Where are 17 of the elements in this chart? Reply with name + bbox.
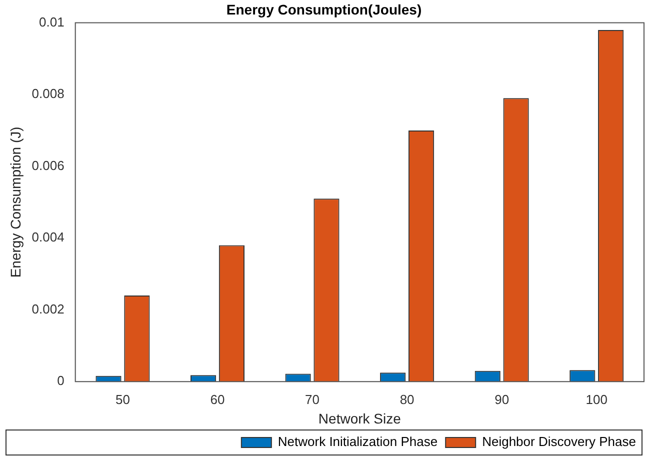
x-tick-label: 60 <box>210 392 225 407</box>
y-axis-title: Energy Consumption (J) <box>7 126 24 278</box>
chart-title: Energy Consumption(Joules) <box>226 1 422 18</box>
y-tick-label: 0.01 <box>39 14 64 30</box>
x-tick-label: 90 <box>494 392 510 407</box>
x-axis-title: Network Size <box>318 410 402 426</box>
x-tick-label: 80 <box>400 392 414 407</box>
y-tick-label: 0.004 <box>32 230 64 245</box>
x-tick-label: 100 <box>586 392 608 407</box>
y-tick-label: 0.008 <box>32 86 64 102</box>
y-tick-label: 0 <box>57 373 64 388</box>
legend-label: Neighbor Discovery Phase <box>482 434 636 450</box>
y-tick-label: 0.006 <box>32 158 64 173</box>
x-tick-label: 70 <box>305 392 320 407</box>
y-tick-label: 0.002 <box>32 301 64 316</box>
x-tick-label: 50 <box>115 392 130 407</box>
legend-label: Network Initialization Phase <box>278 434 438 450</box>
